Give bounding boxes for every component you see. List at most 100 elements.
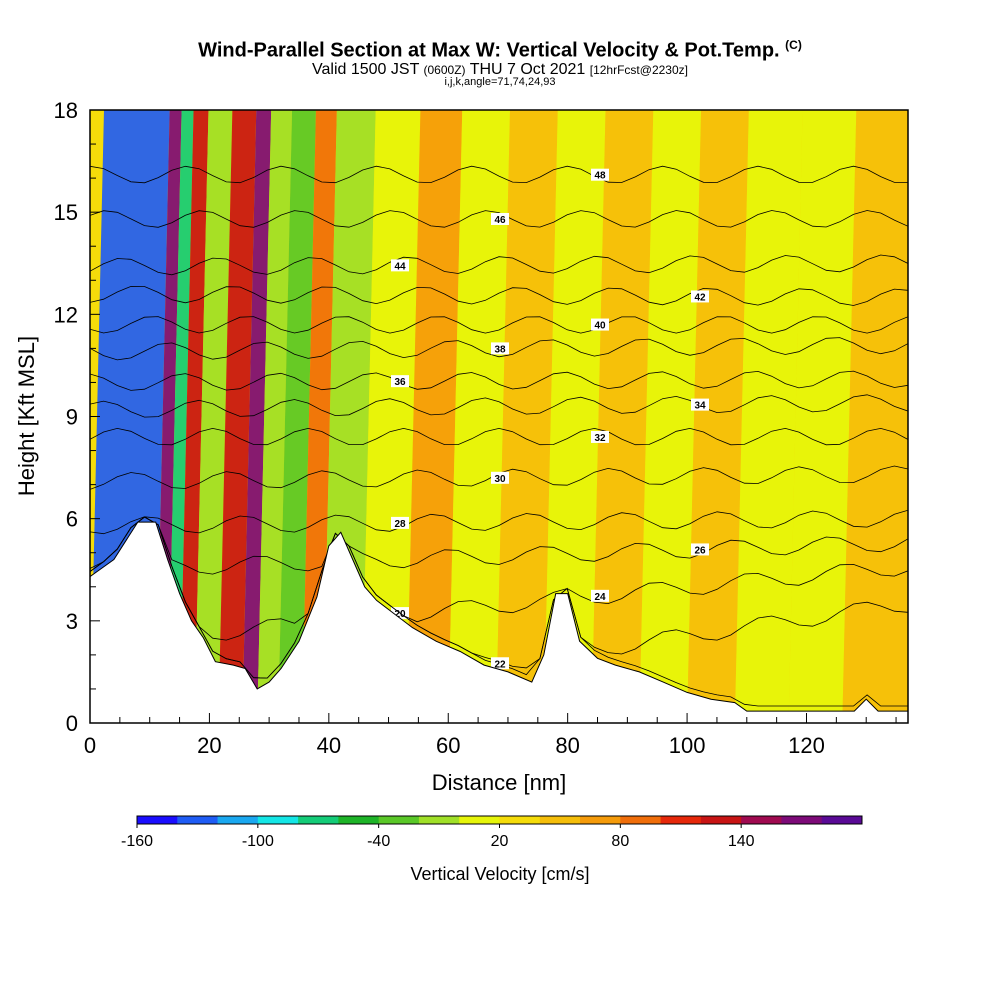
colorbar-tick-label: 140: [728, 833, 755, 850]
velocity-band: [179, 110, 209, 723]
colorbar-label: Vertical Velocity [cm/s]: [410, 864, 589, 884]
velocity-band: [496, 110, 558, 723]
colorbar-swatch: [459, 816, 500, 824]
velocity-band: [788, 110, 857, 723]
colorbar-swatch: [700, 816, 742, 824]
y-tick-label: 15: [54, 200, 78, 225]
theta-contour: [90, 370, 908, 391]
theta-contour-label: 48: [594, 171, 606, 182]
theta-contour-label: 36: [394, 377, 406, 388]
theta-contour-label: 34: [694, 401, 706, 412]
colorbar-swatch: [137, 816, 178, 824]
velocity-band: [591, 110, 654, 723]
x-tick-label: 100: [669, 733, 706, 758]
theta-label-bg: [391, 516, 409, 529]
y-tick-label: 6: [66, 507, 78, 532]
chart-title: Wind-Parallel Section at Max W: Vertical…: [198, 38, 802, 62]
theta-contour-label: 30: [494, 474, 506, 485]
colorbar-swatch: [741, 816, 782, 824]
colorbar-swatch: [418, 816, 460, 824]
velocity-field: [90, 110, 908, 723]
y-tick-label: 12: [54, 302, 78, 327]
velocity-band: [687, 110, 749, 723]
theta-contour: [90, 516, 908, 641]
x-tick-label: 60: [436, 733, 460, 758]
velocity-band: [278, 110, 316, 723]
theta-label-bg: [691, 290, 709, 303]
velocity-band: [543, 110, 606, 723]
colorbar: -160 -100 -40 20 80 140: [121, 815, 863, 850]
colorbar-swatch: [580, 816, 621, 824]
velocity-band: [734, 110, 803, 723]
colorbar-swatch: [378, 816, 420, 824]
theta-contour-label: 32: [594, 433, 606, 444]
theta-contour-label: 24: [594, 592, 606, 603]
theta-contour: [90, 285, 908, 306]
colorbar-tick-label: -100: [242, 833, 274, 850]
colorbar-swatch: [298, 816, 339, 824]
theta-contour-label: 42: [694, 292, 706, 303]
theta-label-bg: [491, 342, 509, 355]
theta-label-bg: [591, 430, 609, 443]
theta-label-bg: [591, 318, 609, 331]
colorbar-swatch: [821, 816, 863, 824]
theta-contour: [90, 509, 908, 535]
theta-contour: [90, 316, 908, 334]
theta-contour-label: 26: [694, 545, 706, 556]
theta-contour-label: 44: [394, 261, 406, 272]
x-tick-label: 40: [317, 733, 341, 758]
theta-contours: 20 22 24 26 28 30 32 34 36 38 40 42 44 46 48: [90, 165, 908, 707]
theta-contour-label: 38: [494, 344, 506, 355]
theta-label-bg: [391, 375, 409, 388]
velocity-band: [167, 110, 194, 723]
x-axis-label: Distance [nm]: [432, 770, 567, 795]
y-tick-label: 3: [66, 609, 78, 634]
colorbar-swatch: [257, 816, 299, 824]
colorbar-swatch: [338, 816, 380, 824]
velocity-band: [218, 110, 257, 723]
terrain-mask: [89, 521, 909, 724]
theta-contour-label: 28: [394, 519, 406, 530]
theta-contour: [90, 394, 908, 418]
y-tick-label: 18: [54, 98, 78, 123]
x-tick-label: 80: [555, 733, 579, 758]
theta-contour-label: 40: [594, 321, 606, 332]
theta-contour: [90, 254, 908, 276]
colorbar-tick-label: -40: [367, 833, 390, 850]
velocity-band: [448, 110, 511, 723]
colorbar-tick-label: -160: [121, 833, 153, 850]
theta-label-bg: [491, 212, 509, 225]
theta-label-bg: [591, 168, 609, 181]
colorbar-swatch: [539, 816, 581, 824]
velocity-band: [242, 110, 272, 723]
colorbar-swatch: [660, 816, 702, 824]
theta-label-bg: [491, 657, 509, 670]
y-tick-label: 9: [66, 405, 78, 430]
theta-label-bg: [391, 259, 409, 272]
velocity-band: [194, 110, 233, 723]
theta-contour: [90, 427, 908, 446]
theta-contour-label: 22: [494, 659, 506, 670]
x-tick-label: 0: [84, 733, 96, 758]
theta-contour-label: 20: [394, 609, 406, 620]
y-tick-label: 0: [66, 711, 78, 736]
theta-label-bg: [691, 398, 709, 411]
terrain-shape: [89, 521, 909, 724]
chart-indices: i,j,k,angle=71,74,24,93: [444, 76, 556, 88]
chart-subtitle: Valid 1500 JST (0600Z) THU 7 Oct 2021 [1…: [312, 61, 688, 78]
colorbar-swatch: [177, 816, 219, 824]
theta-contour-label: 46: [494, 215, 506, 226]
colorbar-tick-label: 20: [491, 833, 509, 850]
theta-label-bg: [691, 543, 709, 556]
theta-contour: [90, 165, 908, 184]
colorbar-swatch: [620, 816, 662, 824]
velocity-band: [257, 110, 293, 723]
theta-label-bg: [591, 589, 609, 602]
theta-contour: [90, 516, 908, 575]
x-tick-label: 20: [197, 733, 221, 758]
y-axis-label: Height [Kft MSL]: [14, 336, 39, 496]
x-tick-label: 120: [788, 733, 825, 758]
colorbar-swatch: [217, 816, 259, 824]
colorbar-swatch: [499, 816, 541, 824]
